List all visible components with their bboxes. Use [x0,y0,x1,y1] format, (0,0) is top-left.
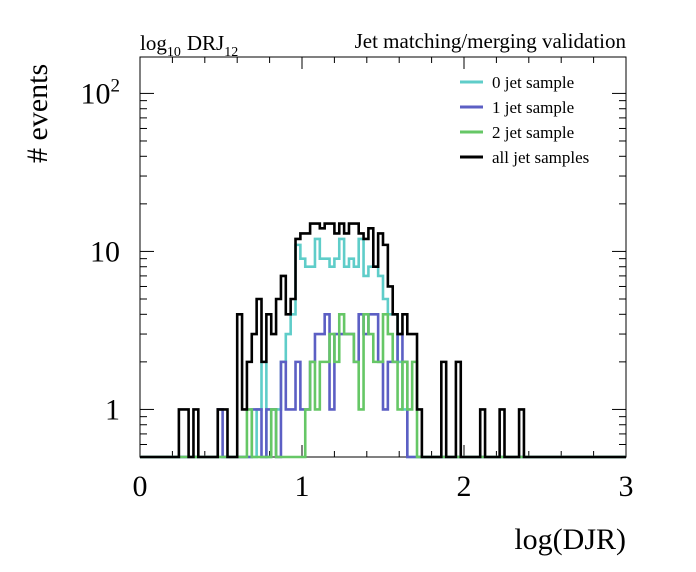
x-tick-label: 1 [295,470,310,503]
header-left-main: DRJ [187,31,224,55]
axis-ticks: 0 1 2 3 1 10 102 [81,57,634,503]
x-tick-label: 2 [457,470,472,503]
y-tick-label: 102 [81,75,121,110]
y-axis-label: # events [21,64,54,163]
header-left-main-sub: 12 [224,45,238,60]
x-tick-label: 3 [619,470,634,503]
header-left-log: log [140,31,167,55]
series-all-jet-samples-step-line [140,222,626,459]
series-layer [140,222,626,459]
y-tick-label: 1 [105,393,120,426]
legend-label-all-jet-samples: all jet samples [492,148,589,167]
legend-label-2-jet-sample: 2 jet sample [492,123,574,142]
legend-label-0-jet-sample: 0 jet sample [492,73,574,92]
header-right-title: Jet matching/merging validation [355,29,627,53]
header-left-title: log10 DRJ12 [140,31,238,60]
plot-frame [139,56,627,458]
x-axis-label: log(DJR) [514,523,626,556]
legend: 0 jet sample 1 jet sample 2 jet sample all … [460,73,589,167]
legend-label-1-jet-sample: 1 jet sample [492,98,574,117]
header-left-log-sub: 10 [167,45,181,60]
y-tick-label: 10 [90,235,120,268]
x-tick-label: 0 [133,470,148,503]
